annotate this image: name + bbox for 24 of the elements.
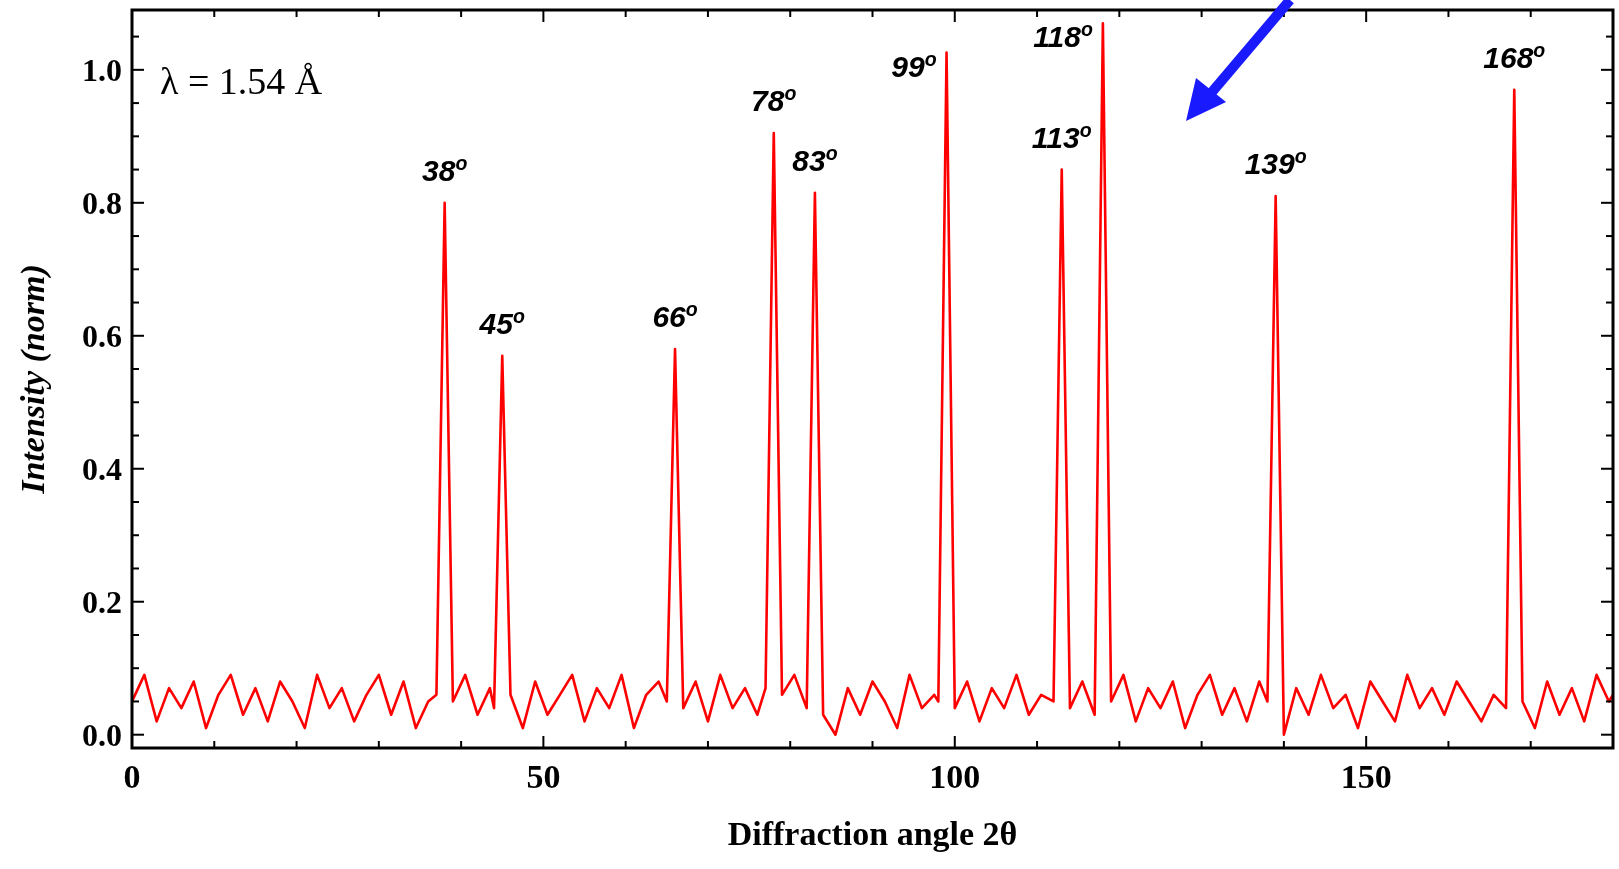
x-tick-label: 100 — [929, 758, 981, 795]
annotation: λ = 1.54 Å — [160, 60, 323, 102]
annotation: 78$^{o}$ — [751, 82, 797, 117]
annotation: 83$^{o}$ — [792, 141, 838, 177]
y-tick-label: 0.8 — [82, 184, 122, 221]
annotation: 168$^{o}$ — [1483, 38, 1546, 74]
x-tick-label: 0 — [123, 758, 141, 795]
annotation: 113$^{o}$ — [1031, 118, 1092, 154]
x-tick-label: 50 — [526, 758, 561, 795]
annotation: 139$^{o}$ — [1244, 145, 1307, 181]
annotation: 118$^{o}$ — [1033, 18, 1093, 54]
y-tick-label: 0.2 — [82, 583, 122, 620]
annotation: 45$^{o}$ — [478, 304, 525, 340]
x-tick-label: 150 — [1340, 758, 1392, 795]
y-tick-label: 1.0 — [82, 51, 122, 88]
annotation: 99$^{o}$ — [891, 47, 937, 83]
y-axis-title: Intensity (norm) — [14, 264, 52, 495]
annotation: 66$^{o}$ — [652, 298, 698, 334]
y-tick-label: 0.0 — [82, 716, 122, 753]
x-axis-title: Diffraction angle 2θ — [727, 815, 1018, 852]
line-series — [132, 22, 1613, 736]
annotation: 38$^{o}$ — [422, 151, 468, 187]
y-tick-label: 0.6 — [82, 317, 122, 354]
y-tick-label: 0.4 — [82, 450, 122, 487]
